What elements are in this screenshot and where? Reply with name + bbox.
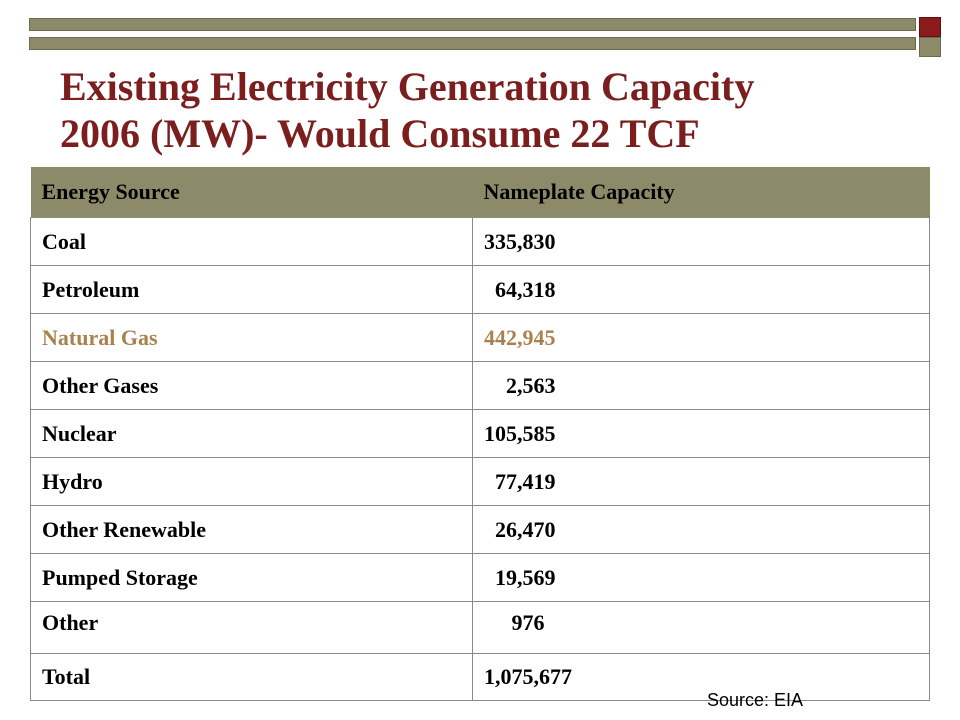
decor-square-olive [919, 37, 941, 57]
table-row-highlighted: Natural Gas 442,945 [30, 313, 930, 362]
capacity-cell: 77,419 [472, 457, 930, 506]
table-row: Hydro 77,419 [30, 457, 930, 506]
energy-source-cell: Other [30, 601, 473, 654]
capacity-cell: 976 [472, 601, 930, 654]
table-row: Other 976 [30, 601, 930, 654]
table-row: Petroleum 64,318 [30, 265, 930, 314]
energy-source-cell: Petroleum [30, 265, 473, 314]
capacity-table: Energy Source Nameplate Capacity Coal 33… [30, 167, 930, 701]
table-row: Nuclear 105,585 [30, 409, 930, 458]
header-decor-bar-bottom [29, 37, 916, 50]
source-note: Source: EIA [707, 690, 804, 710]
energy-source-cell: Pumped Storage [30, 553, 473, 602]
capacity-cell: 442,945 [472, 313, 930, 362]
decor-square-red [919, 17, 941, 37]
capacity-cell: 19,569 [472, 553, 930, 602]
capacity-cell: 64,318 [472, 265, 930, 314]
capacity-cell: 335,830 [472, 217, 930, 266]
energy-source-cell: Natural Gas [30, 313, 473, 362]
slide-title-line-2: 2006 (MW)- Would Consume 22 TCF [60, 111, 700, 156]
table-row: Other Renewable 26,470 [30, 505, 930, 554]
energy-source-cell: Hydro [30, 457, 473, 506]
column-header-nameplate-capacity: Nameplate Capacity [472, 167, 930, 218]
table-row-total: Total 1,075,677 [30, 653, 930, 701]
capacity-cell: 105,585 [472, 409, 930, 458]
energy-source-cell: Nuclear [30, 409, 473, 458]
slide-title: Existing Electricity Generation Capacity… [60, 63, 920, 157]
capacity-cell: 1,075,677 [472, 653, 930, 701]
header-decor-bar-top [29, 18, 916, 31]
energy-source-cell: Other Gases [30, 361, 473, 410]
energy-source-cell: Coal [30, 217, 473, 266]
energy-source-cell: Other Renewable [30, 505, 473, 554]
table-row: Coal 335,830 [30, 217, 930, 266]
table-row: Other Gases 2,563 [30, 361, 930, 410]
energy-source-cell: Total [30, 653, 473, 701]
column-header-energy-source: Energy Source [30, 167, 473, 218]
capacity-cell: 2,563 [472, 361, 930, 410]
table-header-row: Energy Source Nameplate Capacity [30, 167, 930, 218]
slide-title-line-1: Existing Electricity Generation Capacity [60, 64, 755, 109]
capacity-cell: 26,470 [472, 505, 930, 554]
table-row: Pumped Storage 19,569 [30, 553, 930, 602]
